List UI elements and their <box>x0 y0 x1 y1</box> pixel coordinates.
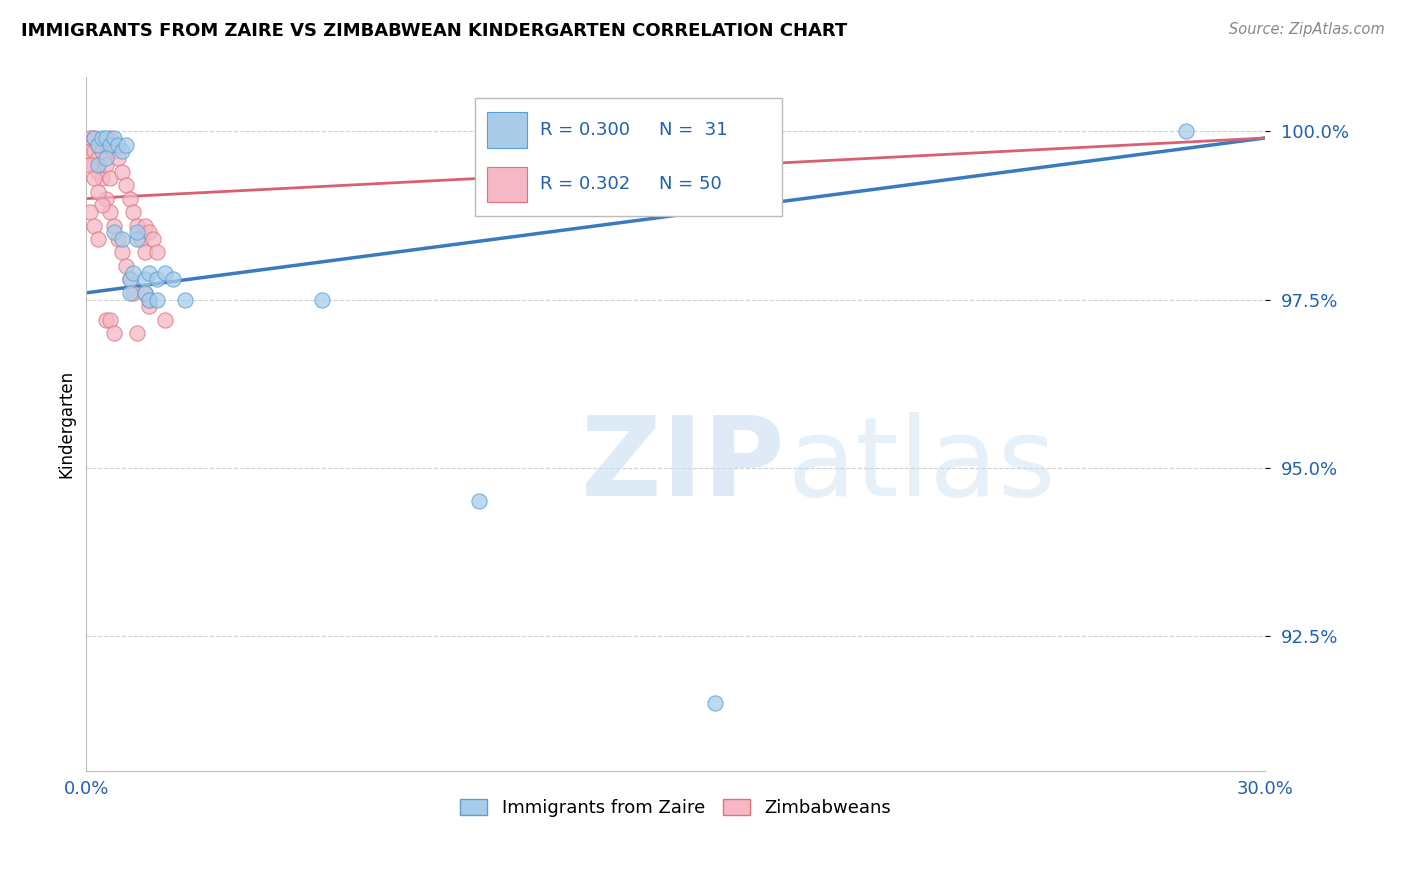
Point <box>122 285 145 300</box>
Point <box>311 293 333 307</box>
Point <box>103 145 125 159</box>
Point <box>111 245 134 260</box>
Point <box>87 232 110 246</box>
Point <box>111 232 134 246</box>
Point <box>122 205 145 219</box>
Point <box>162 272 184 286</box>
Point <box>142 232 165 246</box>
Point <box>703 697 725 711</box>
Point <box>127 225 149 239</box>
Point <box>107 232 129 246</box>
Text: Source: ZipAtlas.com: Source: ZipAtlas.com <box>1229 22 1385 37</box>
Point <box>107 151 129 165</box>
Point <box>98 131 121 145</box>
Point <box>127 326 149 341</box>
Point <box>153 312 176 326</box>
Point <box>146 245 169 260</box>
Legend: Immigrants from Zaire, Zimbabweans: Immigrants from Zaire, Zimbabweans <box>453 791 898 824</box>
Point <box>91 145 114 159</box>
Point <box>138 225 160 239</box>
Text: atlas: atlas <box>787 412 1056 519</box>
Point <box>87 158 110 172</box>
Point <box>83 145 105 159</box>
Point <box>114 178 136 193</box>
Point <box>87 185 110 199</box>
Point <box>468 494 491 508</box>
Point <box>1175 124 1198 138</box>
Point <box>134 219 156 233</box>
Point <box>114 259 136 273</box>
Text: IMMIGRANTS FROM ZAIRE VS ZIMBABWEAN KINDERGARTEN CORRELATION CHART: IMMIGRANTS FROM ZAIRE VS ZIMBABWEAN KIND… <box>21 22 848 40</box>
Point <box>107 137 129 152</box>
Point <box>103 131 125 145</box>
Point <box>91 171 114 186</box>
Point <box>98 171 121 186</box>
Point <box>122 266 145 280</box>
Point <box>127 219 149 233</box>
Point <box>94 158 117 172</box>
Point <box>87 151 110 165</box>
Point <box>94 151 117 165</box>
Point <box>83 219 105 233</box>
Point <box>173 293 195 307</box>
Point <box>138 299 160 313</box>
Point <box>118 272 141 286</box>
Point <box>153 266 176 280</box>
Point <box>91 131 114 145</box>
Point <box>138 266 160 280</box>
Point <box>103 326 125 341</box>
Point <box>134 272 156 286</box>
Point <box>87 137 110 152</box>
Point <box>83 131 105 145</box>
Point <box>79 131 101 145</box>
Point <box>98 312 121 326</box>
Point <box>111 145 134 159</box>
Point <box>129 232 152 246</box>
Point <box>127 232 149 246</box>
Point <box>134 285 156 300</box>
Point <box>87 164 110 178</box>
Point <box>87 137 110 152</box>
Point <box>79 205 101 219</box>
Point <box>114 137 136 152</box>
Point <box>118 285 141 300</box>
Point <box>94 312 117 326</box>
Point <box>83 171 105 186</box>
Point <box>134 285 156 300</box>
Point <box>118 272 141 286</box>
Point <box>91 198 114 212</box>
Point <box>111 164 134 178</box>
Point <box>103 225 125 239</box>
Point <box>83 158 105 172</box>
Point <box>146 272 169 286</box>
Point <box>138 293 160 307</box>
Point <box>146 293 169 307</box>
Point <box>98 137 121 152</box>
Point <box>83 131 105 145</box>
Point <box>118 192 141 206</box>
Point <box>138 293 160 307</box>
Point <box>79 158 101 172</box>
Point <box>98 205 121 219</box>
Point <box>134 245 156 260</box>
Point <box>79 145 101 159</box>
Point <box>103 219 125 233</box>
Point <box>94 131 117 145</box>
Y-axis label: Kindergarten: Kindergarten <box>58 370 75 478</box>
Point <box>94 192 117 206</box>
Point <box>94 137 117 152</box>
Text: ZIP: ZIP <box>581 412 785 519</box>
